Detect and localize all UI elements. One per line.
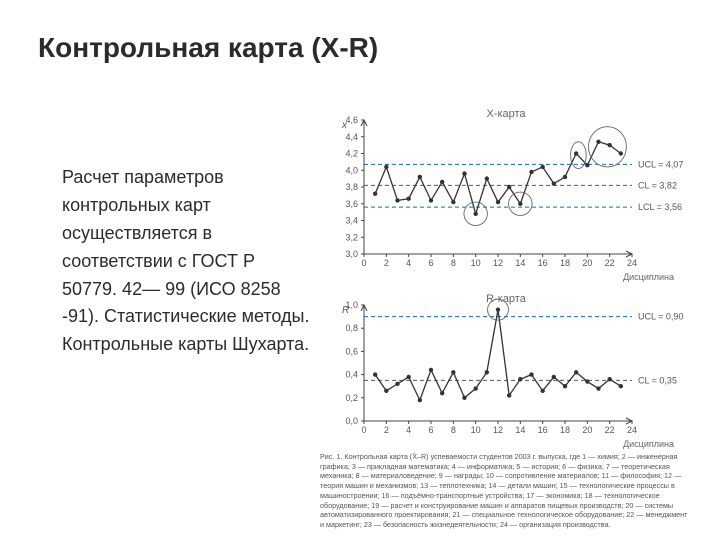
svg-text:8: 8 xyxy=(451,258,456,268)
r-chart-xlabel: Дисциплина xyxy=(623,439,674,449)
svg-text:0,2: 0,2 xyxy=(345,393,358,403)
svg-text:0,6: 0,6 xyxy=(345,346,358,356)
x-chart-xlabel: Дисциплина xyxy=(623,272,674,282)
svg-text:4,2: 4,2 xyxy=(345,149,358,159)
svg-text:LCL = 3,56: LCL = 3,56 xyxy=(638,202,682,212)
svg-text:2: 2 xyxy=(384,258,389,268)
svg-text:24: 24 xyxy=(627,425,637,435)
svg-text:10: 10 xyxy=(471,258,481,268)
svg-text:3,2: 3,2 xyxy=(345,232,358,242)
r-chart-title: R-карта xyxy=(320,293,692,305)
svg-text:3,8: 3,8 xyxy=(345,182,358,192)
x-chart-svg: 3,03,23,43,63,84,04,24,44,60246810121416… xyxy=(320,110,692,270)
r-chart-svg: 0,00,20,40,60,81,0024681012141618202224U… xyxy=(320,295,692,437)
svg-text:UCL = 4,07: UCL = 4,07 xyxy=(638,159,683,169)
svg-text:0: 0 xyxy=(361,258,366,268)
svg-text:4,4: 4,4 xyxy=(345,132,358,142)
svg-text:CL = 0,35: CL = 0,35 xyxy=(638,375,677,385)
svg-text:16: 16 xyxy=(538,425,548,435)
svg-text:8: 8 xyxy=(451,425,456,435)
svg-text:3,6: 3,6 xyxy=(345,199,358,209)
svg-text:12: 12 xyxy=(493,258,503,268)
figure-caption: Рис. 1. Контрольная карта (X̄–R) успевае… xyxy=(320,452,692,530)
svg-text:0: 0 xyxy=(361,425,366,435)
svg-text:4: 4 xyxy=(406,425,411,435)
svg-text:2: 2 xyxy=(384,425,389,435)
r-chart-ylabel: R xyxy=(342,305,349,316)
svg-text:24: 24 xyxy=(627,258,637,268)
svg-text:3,4: 3,4 xyxy=(345,216,358,226)
svg-text:6: 6 xyxy=(428,425,433,435)
svg-text:CL = 3,82: CL = 3,82 xyxy=(638,180,677,190)
svg-text:16: 16 xyxy=(538,258,548,268)
svg-text:14: 14 xyxy=(515,258,525,268)
svg-text:20: 20 xyxy=(582,258,592,268)
page-title: Контрольная карта (X-R) xyxy=(38,32,378,64)
r-chart: R-карта R 0,00,20,40,60,81,0024681012141… xyxy=(320,295,692,447)
body-paragraph: Расчет параметров контрольных карт осуще… xyxy=(62,164,312,359)
svg-text:0,4: 0,4 xyxy=(345,370,358,380)
svg-text:0,0: 0,0 xyxy=(345,416,358,426)
svg-text:4,0: 4,0 xyxy=(345,165,358,175)
svg-text:UCL = 0,90: UCL = 0,90 xyxy=(638,312,683,322)
svg-text:22: 22 xyxy=(605,258,615,268)
svg-text:22: 22 xyxy=(605,425,615,435)
svg-text:12: 12 xyxy=(493,425,503,435)
svg-text:14: 14 xyxy=(515,425,525,435)
svg-text:3,0: 3,0 xyxy=(345,249,358,259)
svg-text:0,8: 0,8 xyxy=(345,323,358,333)
x-chart-ylabel: x xyxy=(342,120,347,131)
svg-text:4: 4 xyxy=(406,258,411,268)
svg-text:20: 20 xyxy=(582,425,592,435)
svg-text:10: 10 xyxy=(471,425,481,435)
svg-text:18: 18 xyxy=(560,425,570,435)
x-chart: X-карта x 3,03,23,43,63,84,04,24,44,6024… xyxy=(320,110,692,280)
svg-text:6: 6 xyxy=(428,258,433,268)
svg-text:18: 18 xyxy=(560,258,570,268)
x-chart-title: X-карта xyxy=(320,108,692,120)
